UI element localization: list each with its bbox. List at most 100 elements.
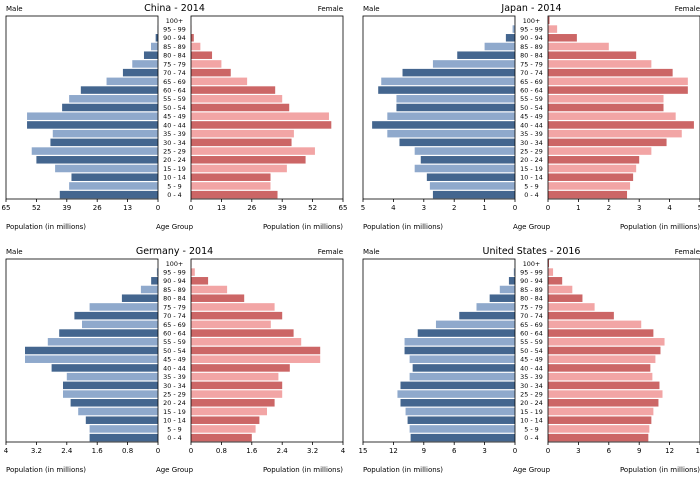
female-bar-10 bbox=[191, 104, 289, 112]
female-bar-1 bbox=[191, 425, 256, 433]
male-bar-2 bbox=[86, 416, 158, 424]
male-bar-12 bbox=[418, 329, 515, 337]
female-bar-13 bbox=[191, 321, 271, 329]
male-bar-10 bbox=[405, 347, 515, 355]
age-label-9: 45 - 49 bbox=[520, 113, 543, 121]
age-label-16: 80 - 84 bbox=[163, 295, 186, 303]
age-label-8: 40 - 44 bbox=[520, 121, 543, 129]
male-bar-1 bbox=[410, 425, 515, 433]
left-tick-label-2: 9 bbox=[422, 447, 426, 455]
male-bar-15 bbox=[433, 60, 515, 68]
age-label-17: 85 - 89 bbox=[163, 43, 186, 51]
age-label-13: 65 - 69 bbox=[520, 321, 543, 329]
age-label-20: 100+ bbox=[523, 260, 541, 268]
female-bar-11 bbox=[191, 95, 282, 103]
male-bar-16 bbox=[122, 294, 158, 302]
age-label-2: 10 - 14 bbox=[520, 417, 543, 425]
female-bar-9 bbox=[548, 112, 676, 120]
age-label-15: 75 - 79 bbox=[520, 60, 543, 68]
age-label-10: 50 - 54 bbox=[520, 104, 543, 112]
female-bar-4 bbox=[548, 399, 658, 407]
age-label-12: 60 - 64 bbox=[163, 86, 186, 94]
female-bar-11 bbox=[548, 338, 665, 346]
male-bar-11 bbox=[405, 338, 515, 346]
female-bar-12 bbox=[191, 329, 294, 337]
female-label: Female bbox=[318, 5, 343, 13]
male-bar-4 bbox=[400, 399, 515, 407]
male-bar-3 bbox=[415, 165, 515, 173]
male-bar-2 bbox=[408, 416, 515, 424]
age-label-6: 30 - 34 bbox=[163, 139, 186, 147]
left-tick-label-3: 1.6 bbox=[92, 447, 104, 455]
male-bar-2 bbox=[427, 173, 515, 181]
female-bar-1 bbox=[548, 425, 649, 433]
female-bar-0 bbox=[548, 434, 648, 442]
male-bar-7 bbox=[387, 130, 515, 138]
female-bar-9 bbox=[548, 355, 655, 363]
age-label-13: 65 - 69 bbox=[163, 321, 186, 329]
age-label-1: 5 - 9 bbox=[167, 182, 182, 190]
male-bar-15 bbox=[90, 303, 158, 311]
age-label-20: 100+ bbox=[523, 17, 541, 25]
male-bar-8 bbox=[52, 364, 158, 372]
female-bar-0 bbox=[191, 191, 278, 199]
left-tick-label-5: 0 bbox=[156, 204, 160, 212]
female-bar-3 bbox=[548, 165, 636, 173]
female-bar-10 bbox=[548, 347, 660, 355]
female-bar-12 bbox=[548, 86, 688, 94]
right-tick-label-4: 4 bbox=[667, 204, 672, 212]
female-bar-5 bbox=[548, 147, 651, 155]
male-bar-3 bbox=[406, 408, 515, 416]
age-label-6: 30 - 34 bbox=[520, 139, 543, 147]
left-tick-label-5: 0 bbox=[513, 204, 517, 212]
female-bar-10 bbox=[548, 104, 664, 112]
female-bar-6 bbox=[548, 139, 667, 147]
male-bar-7 bbox=[67, 373, 158, 381]
age-label-11: 55 - 59 bbox=[163, 95, 186, 103]
age-label-11: 55 - 59 bbox=[163, 338, 186, 346]
female-bar-7 bbox=[191, 130, 294, 138]
age-label-10: 50 - 54 bbox=[163, 104, 186, 112]
right-tick-label-4: 3.2 bbox=[307, 447, 318, 455]
female-bar-5 bbox=[548, 390, 663, 398]
male-bar-1 bbox=[430, 182, 515, 190]
male-bar-7 bbox=[410, 373, 515, 381]
age-label-5: 25 - 29 bbox=[520, 147, 543, 155]
right-tick-label-1: 3 bbox=[576, 447, 580, 455]
right-tick-label-0: 0 bbox=[546, 447, 550, 455]
age-label-20: 100+ bbox=[166, 17, 184, 25]
male-bar-14 bbox=[74, 312, 158, 320]
male-bar-17 bbox=[485, 43, 515, 51]
age-label-8: 40 - 44 bbox=[520, 364, 543, 372]
female-bar-15 bbox=[191, 303, 275, 311]
female-label: Female bbox=[675, 248, 700, 256]
age-label-2: 10 - 14 bbox=[163, 174, 186, 182]
age-label-0: 0 - 4 bbox=[524, 434, 539, 442]
age-label-9: 45 - 49 bbox=[163, 113, 186, 121]
left-tick-label-5: 0 bbox=[156, 447, 160, 455]
female-bar-15 bbox=[548, 303, 595, 311]
age-label-11: 55 - 59 bbox=[520, 338, 543, 346]
female-label: Female bbox=[318, 248, 343, 256]
female-bar-2 bbox=[548, 173, 633, 181]
male-bar-5 bbox=[397, 390, 515, 398]
male-bar-11 bbox=[69, 95, 158, 103]
female-bar-2 bbox=[191, 173, 271, 181]
female-bar-17 bbox=[191, 43, 200, 51]
left-tick-label-3: 2 bbox=[452, 204, 456, 212]
age-label-2: 10 - 14 bbox=[163, 417, 186, 425]
left-tick-label-2: 39 bbox=[62, 204, 71, 212]
chart-title: Japan - 2014 bbox=[500, 3, 561, 14]
female-bar-7 bbox=[191, 373, 278, 381]
left-tick-label-4: 0.8 bbox=[122, 447, 133, 455]
age-label-4: 20 - 24 bbox=[163, 156, 186, 164]
male-bar-0 bbox=[433, 191, 515, 199]
female-bar-8 bbox=[548, 364, 650, 372]
female-bar-3 bbox=[191, 408, 267, 416]
male-bar-3 bbox=[78, 408, 158, 416]
age-label-5: 25 - 29 bbox=[520, 390, 543, 398]
male-bar-13 bbox=[107, 78, 158, 86]
